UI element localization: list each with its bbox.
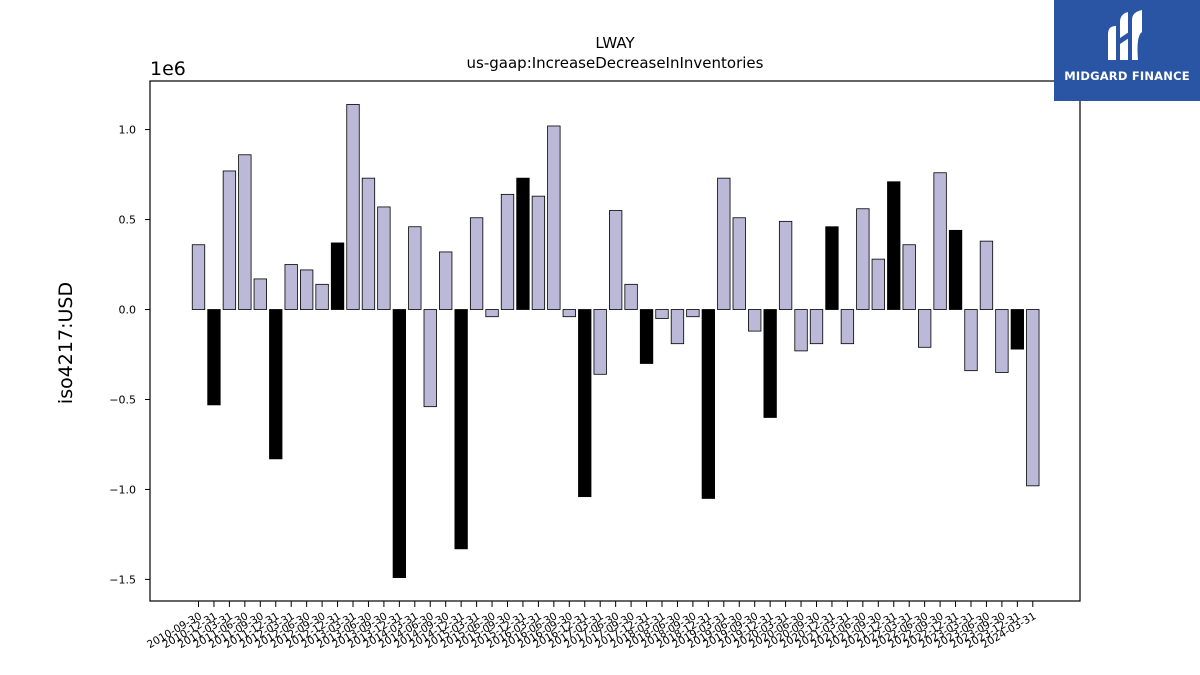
bar (408, 226, 422, 310)
bar (670, 309, 685, 345)
y-tick-label: −0.5 (109, 393, 136, 406)
bar (207, 309, 221, 406)
bar (315, 283, 329, 310)
brand-logo: MIDGARD FINANCE (1054, 0, 1200, 101)
bar (809, 309, 824, 345)
bar (469, 217, 484, 310)
bar (578, 309, 592, 498)
midgard-logo-icon (1108, 10, 1142, 60)
bar (995, 309, 1009, 373)
bar (979, 240, 994, 310)
y-tick-label: 1.0 (119, 124, 137, 137)
bar (516, 177, 530, 310)
bar (330, 242, 345, 310)
bar (593, 309, 607, 375)
bar (500, 193, 515, 310)
bar (191, 244, 206, 310)
bar (392, 309, 407, 579)
brand-name: MIDGARD FINANCE (1064, 69, 1190, 83)
bar (748, 309, 762, 332)
bar (346, 103, 360, 310)
bar (933, 172, 947, 310)
bar (1010, 309, 1024, 350)
y-axis-label: iso4217:USD (55, 282, 77, 404)
bar (284, 264, 298, 310)
y-tick-label: 0.5 (119, 214, 137, 227)
bar (485, 309, 499, 318)
bar (1026, 309, 1040, 487)
bar (639, 309, 654, 364)
x-axis: 2010-09-302010-12-312011-03-312011-06-30… (145, 601, 1038, 651)
y-axis: −1.5 −1.0 −0.5 0.0 0.5 1.0 (109, 124, 150, 586)
bar (732, 217, 746, 310)
bar (531, 195, 546, 310)
bar (964, 309, 978, 372)
bar (840, 309, 855, 345)
bar (361, 177, 376, 310)
y-tick-label: −1.5 (109, 573, 136, 586)
y-tick-label: −1.0 (109, 483, 136, 496)
chart-title: LWAY (595, 34, 635, 52)
bar (609, 210, 623, 310)
y-tick-label: 0.0 (119, 304, 137, 317)
bar (918, 309, 932, 348)
bar (717, 177, 731, 310)
bar (948, 229, 963, 310)
bar (269, 309, 283, 460)
bar (562, 309, 576, 318)
bar (253, 278, 267, 310)
bar (701, 309, 715, 499)
bar (439, 251, 453, 310)
bar (778, 220, 793, 310)
chart-subtitle: us-gaap:IncreaseDecreaseInInventories (467, 54, 764, 72)
bar-series (191, 103, 1040, 579)
bar (655, 309, 669, 319)
bar (686, 309, 700, 318)
bar (887, 181, 901, 310)
bar (222, 170, 237, 310)
bar (902, 244, 916, 310)
bar (856, 208, 870, 310)
bar (624, 283, 638, 310)
bar (825, 226, 839, 310)
bar (423, 309, 437, 408)
y-scale-label: 1e6 (150, 58, 186, 80)
bar (763, 309, 777, 418)
plot-area-frame (149, 80, 1081, 602)
bar (299, 269, 314, 310)
bar (871, 258, 885, 310)
bar (454, 309, 468, 550)
bar (238, 154, 252, 310)
bar (547, 125, 561, 310)
bar (794, 309, 808, 352)
bar (377, 206, 391, 310)
